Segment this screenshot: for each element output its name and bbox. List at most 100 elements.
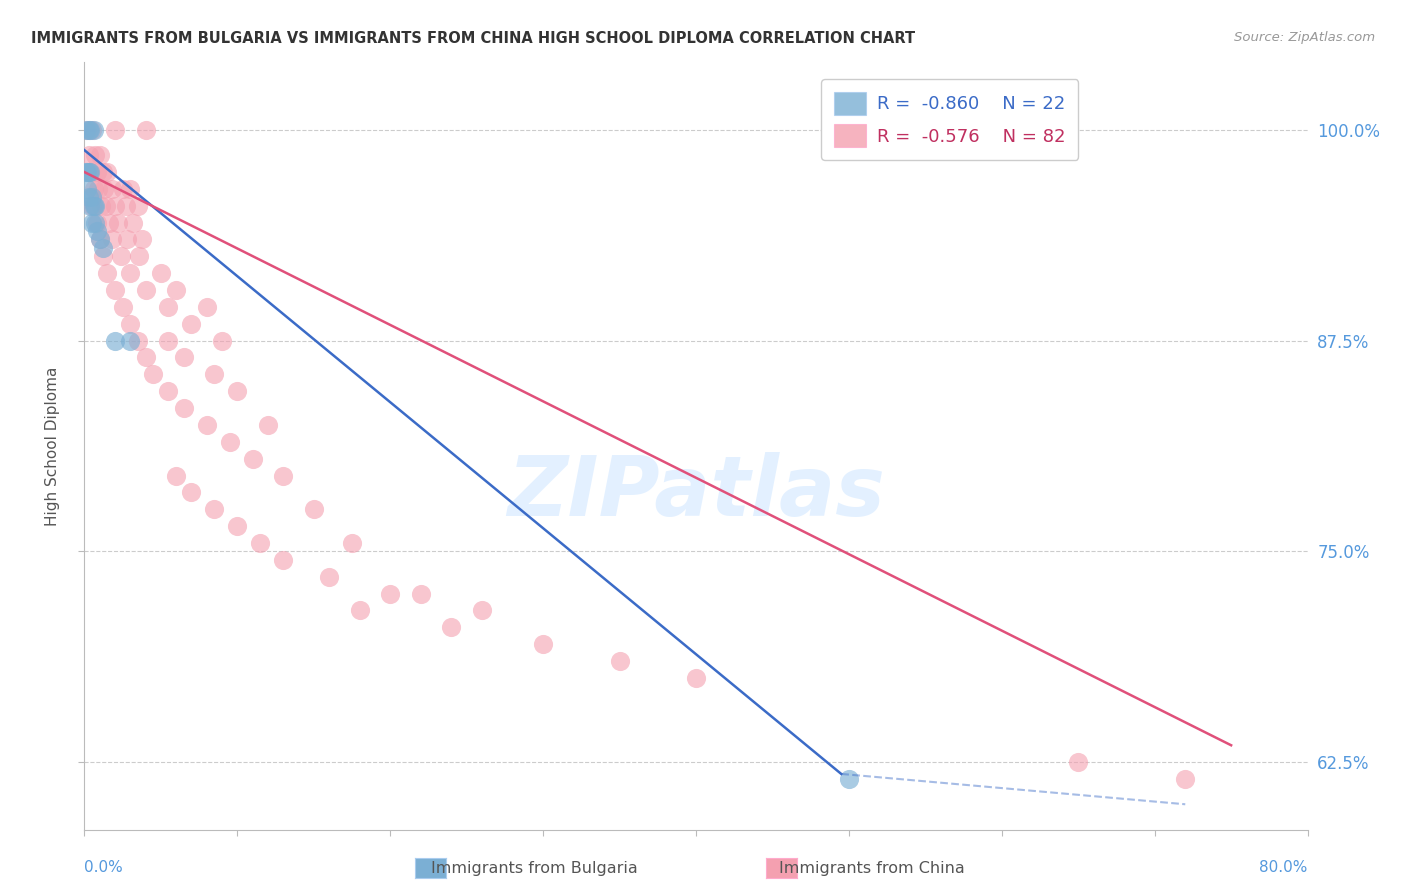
Point — [75, 165, 97, 179]
Point — [218, 434, 240, 449]
Point — [128, 249, 150, 263]
Point — [110, 249, 132, 263]
Point — [135, 351, 157, 365]
Point — [271, 468, 294, 483]
Point — [94, 199, 117, 213]
Point — [104, 123, 127, 137]
Point — [86, 224, 108, 238]
Point — [84, 148, 107, 162]
Point — [89, 232, 111, 246]
Point — [79, 123, 101, 137]
Point — [195, 300, 218, 314]
Point — [77, 165, 100, 179]
Point — [318, 569, 340, 583]
Point — [83, 123, 105, 137]
Text: 80.0%: 80.0% — [1260, 860, 1308, 875]
Point — [97, 216, 120, 230]
Point — [157, 334, 180, 348]
Point — [111, 182, 134, 196]
Point — [83, 199, 105, 213]
Point — [79, 165, 101, 179]
Point — [120, 182, 142, 196]
Point — [114, 199, 136, 213]
Point — [96, 165, 118, 179]
Point — [86, 216, 108, 230]
Legend: R =  -0.860    N = 22, R =  -0.576    N = 82: R = -0.860 N = 22, R = -0.576 N = 82 — [821, 79, 1078, 160]
Point — [211, 334, 233, 348]
Point — [380, 586, 402, 600]
Text: 0.0%: 0.0% — [84, 860, 124, 875]
Point — [77, 190, 100, 204]
Point — [86, 165, 108, 179]
Point — [83, 182, 105, 196]
Point — [89, 148, 111, 162]
Y-axis label: High School Diploma: High School Diploma — [45, 367, 60, 525]
Point — [122, 216, 145, 230]
Point — [1067, 755, 1090, 769]
Text: Immigrants from China: Immigrants from China — [779, 862, 965, 876]
Point — [84, 216, 107, 230]
Point — [226, 519, 249, 533]
Point — [157, 300, 180, 314]
Point — [165, 468, 187, 483]
Text: IMMIGRANTS FROM BULGARIA VS IMMIGRANTS FROM CHINA HIGH SCHOOL DIPLOMA CORRELATIO: IMMIGRANTS FROM BULGARIA VS IMMIGRANTS F… — [31, 31, 915, 46]
Point — [165, 283, 187, 297]
Point — [142, 368, 165, 382]
Point — [104, 283, 127, 297]
Text: Immigrants from Bulgaria: Immigrants from Bulgaria — [430, 862, 638, 876]
Point — [202, 502, 225, 516]
Point — [120, 317, 142, 331]
Point — [75, 123, 97, 137]
Point — [471, 603, 494, 617]
Point — [93, 182, 115, 196]
Point — [349, 603, 371, 617]
Point — [111, 300, 134, 314]
Point — [135, 283, 157, 297]
Point — [76, 123, 98, 137]
Point — [531, 637, 554, 651]
Point — [79, 199, 101, 213]
Point — [271, 553, 294, 567]
Text: ZIPatlas: ZIPatlas — [508, 451, 884, 533]
Point — [84, 199, 107, 213]
Point — [1174, 772, 1197, 786]
Point — [77, 148, 100, 162]
Point — [195, 417, 218, 432]
Point — [76, 182, 98, 196]
Point — [77, 123, 100, 137]
Point — [80, 123, 103, 137]
Point — [101, 182, 124, 196]
Point — [302, 502, 325, 516]
Point — [180, 317, 202, 331]
Point — [80, 216, 103, 230]
Point — [257, 417, 280, 432]
Point — [149, 266, 172, 280]
Point — [120, 266, 142, 280]
Point — [202, 368, 225, 382]
Point — [76, 165, 98, 179]
Point — [242, 451, 264, 466]
Point — [131, 232, 153, 246]
Point — [127, 334, 149, 348]
Point — [79, 165, 101, 179]
Point — [157, 384, 180, 399]
Point — [685, 671, 707, 685]
Point — [409, 586, 432, 600]
Point — [89, 232, 111, 246]
Point — [80, 190, 103, 204]
Point — [87, 182, 110, 196]
Point — [173, 401, 195, 415]
Point — [80, 199, 103, 213]
Point — [107, 216, 129, 230]
Point — [120, 334, 142, 348]
Point — [340, 536, 363, 550]
Point — [838, 772, 860, 786]
Point — [440, 620, 463, 634]
Point — [173, 351, 195, 365]
Point — [249, 536, 271, 550]
Point — [96, 266, 118, 280]
Point — [91, 241, 114, 255]
Point — [104, 199, 127, 213]
Point — [226, 384, 249, 399]
Point — [91, 249, 114, 263]
